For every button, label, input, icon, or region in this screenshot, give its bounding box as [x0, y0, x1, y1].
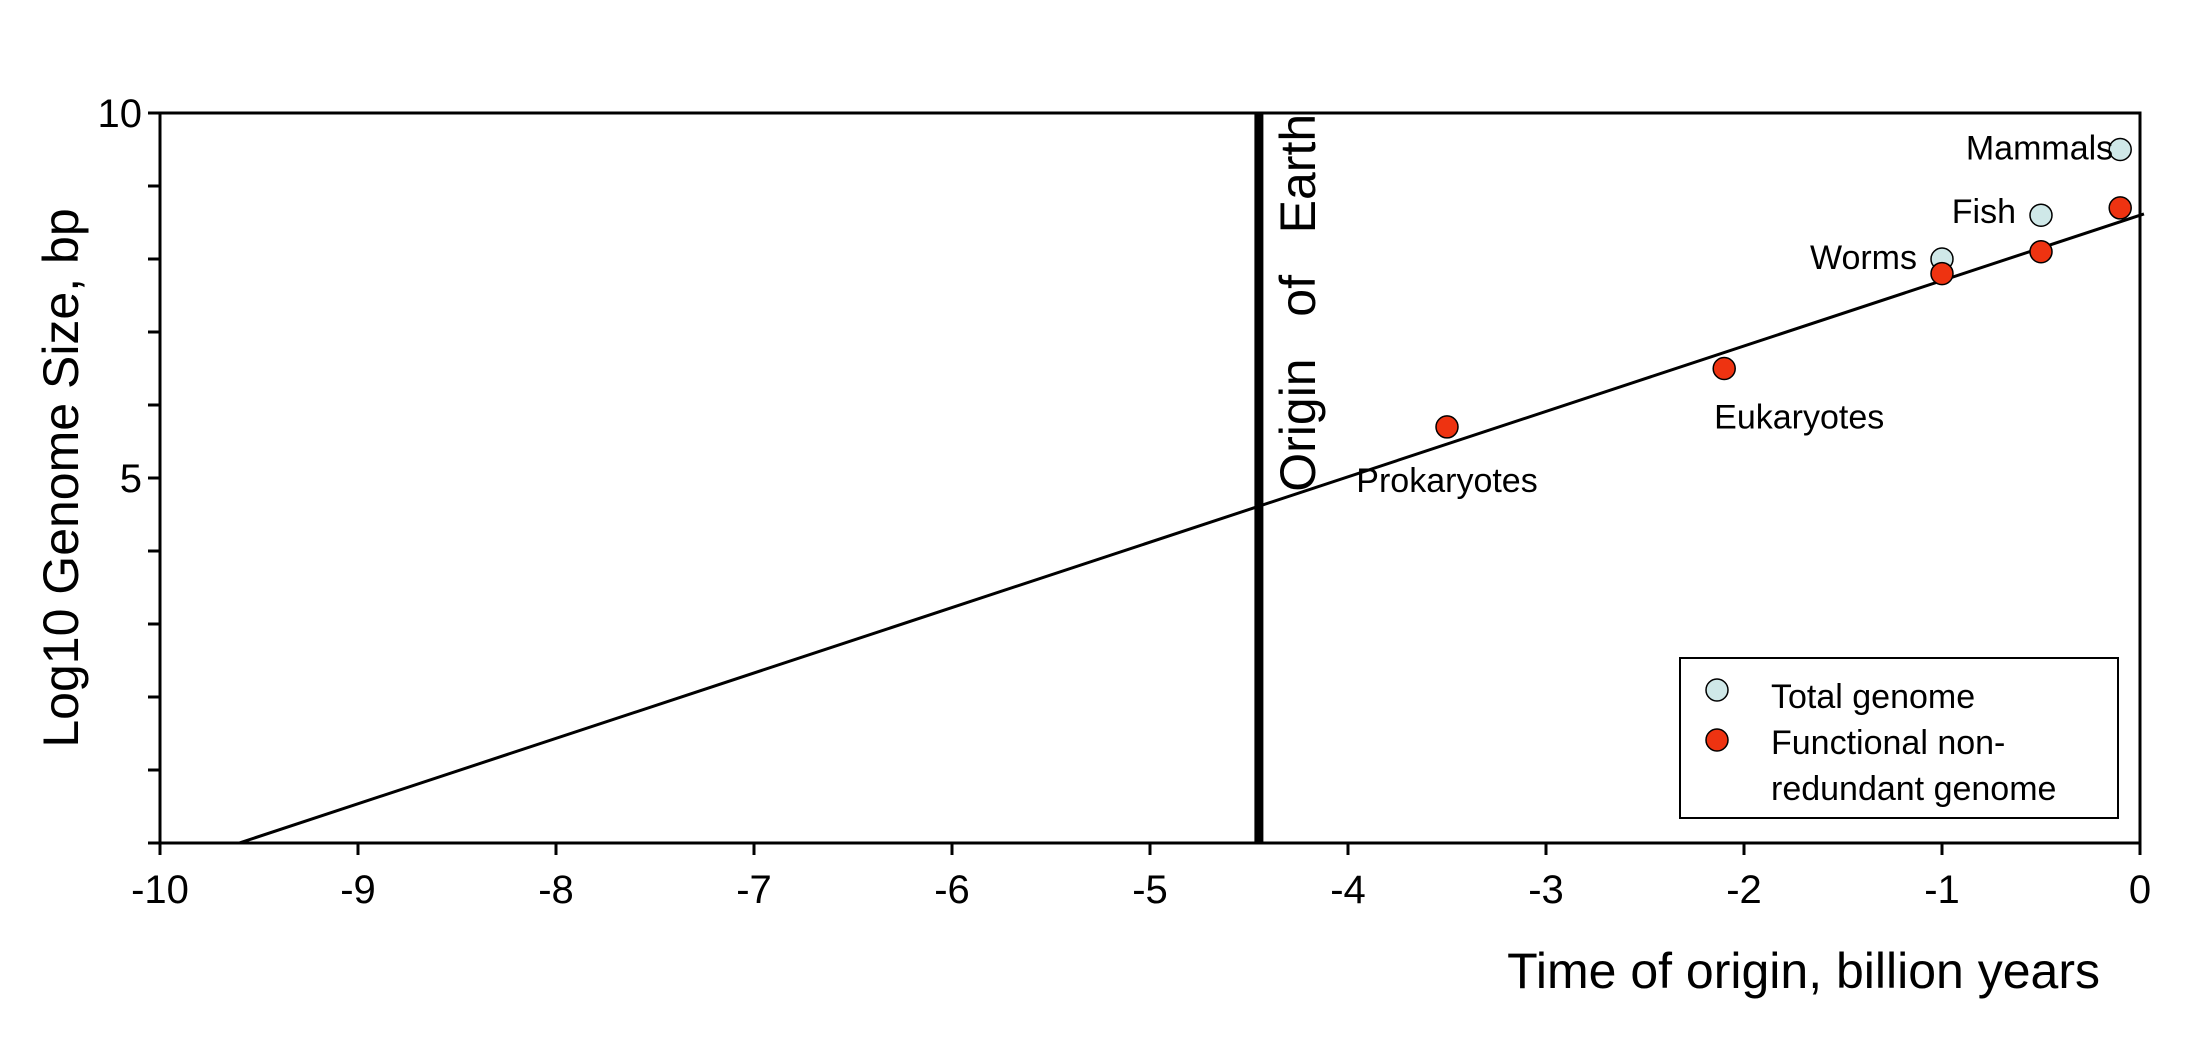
- x-tick-label: -2: [1726, 868, 1762, 912]
- legend: Total genome Functional non- redundant g…: [1679, 657, 2119, 819]
- axis-ticks: [148, 111, 2142, 855]
- x-tick-label: -4: [1330, 868, 1366, 912]
- functional-genome-point: [2108, 196, 2132, 220]
- data-points: [1435, 137, 2132, 439]
- y-axis-title: Log10 Genome Size, bp: [33, 208, 89, 747]
- x-tick-label: -5: [1132, 868, 1168, 912]
- point-labels: Worms Fish Mammals Prokaryotes Eukaryotes: [1356, 130, 2113, 500]
- total-genome-point: [2029, 203, 2053, 227]
- trend-line: [238, 212, 2145, 845]
- legend-label-total-genome: Total genome: [1771, 678, 1975, 716]
- x-tick-label: 0: [2129, 868, 2151, 912]
- functional-genome-point: [2029, 239, 2053, 264]
- x-tick-label: -3: [1528, 868, 1564, 912]
- functional-genome-point: [1712, 356, 1736, 381]
- y-tick-label: 5: [120, 457, 142, 501]
- point-label: Eukaryotes: [1714, 399, 1884, 437]
- legend-label-functional-line1: Functional non-: [1771, 724, 2005, 762]
- x-tick-label: -7: [736, 868, 772, 912]
- point-label: Fish: [1952, 193, 2016, 231]
- chart-lines: Origin of Earth: [238, 113, 2145, 845]
- point-label: Prokaryotes: [1356, 462, 1537, 500]
- functional-genome-point: [1435, 415, 1459, 439]
- total-genome-point: [2108, 137, 2132, 162]
- x-tick-label: -8: [538, 868, 574, 912]
- x-axis-title: Time of origin, billion years: [1507, 943, 2100, 999]
- x-tick-label: -9: [340, 868, 376, 912]
- point-label: Mammals: [1966, 130, 2113, 168]
- legend-label-functional-line2: redundant genome: [1771, 770, 2056, 808]
- y-tick-label: 10: [98, 92, 143, 136]
- legend-marker-functional-genome: [1705, 728, 1729, 752]
- x-tick-label: -6: [934, 868, 970, 912]
- x-tick-label: -10: [131, 868, 189, 912]
- x-tick-label: -1: [1924, 868, 1960, 912]
- functional-genome-point: [1930, 261, 1954, 286]
- legend-box: [1679, 657, 2119, 819]
- point-label: Worms: [1810, 239, 1917, 277]
- origin-of-earth-label: Origin of Earth: [1270, 114, 1326, 492]
- legend-marker-total-genome: [1705, 678, 1729, 702]
